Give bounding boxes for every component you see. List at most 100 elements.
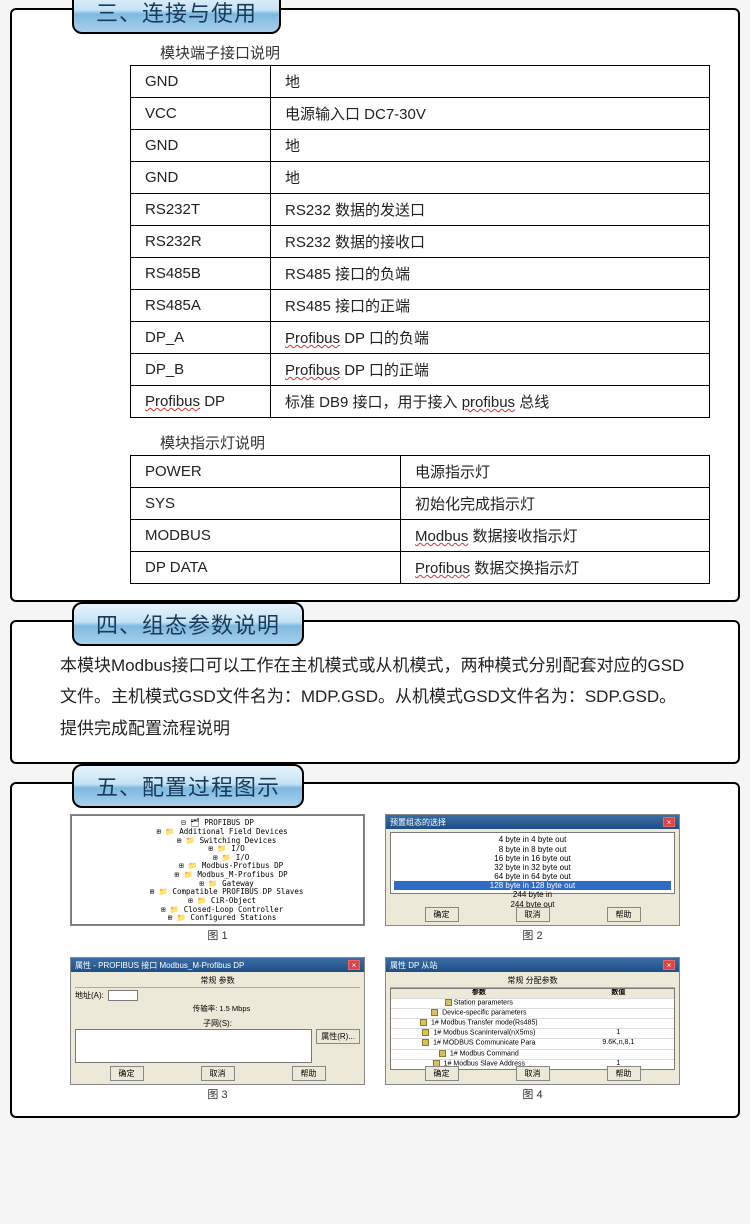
cell-name: DP_A — [131, 322, 271, 354]
table-row: RS232RRS232 数据的接收口 — [131, 226, 710, 258]
table-row: SYS初始化完成指示灯 — [131, 488, 710, 520]
dialog-button[interactable]: 确定 — [110, 1066, 144, 1081]
terminal-interface-table: GND地VCC电源输入口 DC7-30VGND地GND地RS232TRS232 … — [130, 65, 710, 418]
dialog3-tabs[interactable]: 常规 参数 — [75, 975, 360, 988]
param-row[interactable]: Station parameters — [391, 999, 674, 1009]
list-item[interactable]: 128 byte in 128 byte out — [394, 881, 671, 890]
table-row: DP_BProfibus DP 口的正端 — [131, 354, 710, 386]
table-row: VCC电源输入口 DC7-30V — [131, 98, 710, 130]
cell-name: DP DATA — [131, 552, 401, 584]
screenshots-grid: ⊟ 🗂 PROFIBUS DP ⊞ 📁 Additional Field Dev… — [30, 808, 720, 1106]
addr-label: 地址(A): — [75, 990, 104, 1001]
param-row[interactable]: Device-specific parameters — [391, 1009, 674, 1019]
table-row: POWER电源指示灯 — [131, 456, 710, 488]
cell-name: RS485B — [131, 258, 271, 290]
close-icon[interactable]: × — [663, 960, 675, 970]
prop-button[interactable]: 属性(R)... — [316, 1029, 360, 1044]
dialog3-title: 属性 - PROFIBUS 接口 Modbus_M-Profibus DP — [75, 960, 244, 971]
screenshot-3-wrap: 属性 - PROFIBUS 接口 Modbus_M-Profibus DP × … — [70, 957, 365, 1102]
dialog2-buttons: 确定 取消 帮助 — [386, 907, 679, 922]
section-5-header: 五、配置过程图示 — [72, 764, 304, 808]
param-grid[interactable]: 参数 数值 Station parameters Device-specific… — [390, 988, 675, 1070]
indicator-led-table: POWER电源指示灯SYS初始化完成指示灯MODBUSModbus 数据接收指示… — [130, 455, 710, 584]
list-item[interactable]: 32 byte in 32 byte out — [394, 863, 671, 872]
screenshot-1-caption: 图 1 — [70, 927, 365, 943]
table-row: GND地 — [131, 162, 710, 194]
table-row: GND地 — [131, 66, 710, 98]
list-item[interactable]: 64 byte in 64 byte out — [394, 872, 671, 881]
cell-name: VCC — [131, 98, 271, 130]
screenshot-4: 属性 DP 从站 × 常规 分配参数 参数 数值 Station paramet… — [385, 957, 680, 1085]
cell-desc: RS232 数据的接收口 — [271, 226, 710, 258]
cell-desc: 地 — [271, 162, 710, 194]
table-row: GND地 — [131, 130, 710, 162]
section-3-header: 三、连接与使用 — [72, 0, 281, 34]
col1-header: 参数 — [393, 989, 565, 998]
rate-label: 传输率: 1.5 Mbps — [83, 1003, 360, 1014]
close-icon[interactable]: × — [348, 960, 360, 970]
cell-desc: 地 — [271, 66, 710, 98]
table1-caption: 模块端子接口说明 — [160, 42, 720, 63]
cell-desc: RS485 接口的正端 — [271, 290, 710, 322]
cell-name: GND — [131, 66, 271, 98]
cell-name: SYS — [131, 488, 401, 520]
section-5-panel: 五、配置过程图示 ⊟ 🗂 PROFIBUS DP ⊞ 📁 Additional … — [10, 782, 740, 1118]
screenshot-4-caption: 图 4 — [385, 1086, 680, 1102]
screenshot-4-wrap: 属性 DP 从站 × 常规 分配参数 参数 数值 Station paramet… — [385, 957, 680, 1102]
screenshot-2-caption: 图 2 — [385, 927, 680, 943]
cell-desc: Profibus DP 口的负端 — [271, 322, 710, 354]
dialog-button[interactable]: 帮助 — [607, 1066, 641, 1081]
table-row: MODBUSModbus 数据接收指示灯 — [131, 520, 710, 552]
table-row: Profibus DP标准 DB9 接口，用于接入 profibus 总线 — [131, 386, 710, 418]
screenshot-2-wrap: 预置组态的选择 × 4 byte in 4 byte out8 byte in … — [385, 814, 680, 943]
table-row: DP_AProfibus DP 口的负端 — [131, 322, 710, 354]
table-row: RS485ARS485 接口的正端 — [131, 290, 710, 322]
dialog3-buttons: 确定 取消 帮助 — [71, 1066, 364, 1081]
dialog-button[interactable]: 取消 — [516, 907, 550, 922]
screenshot-3-caption: 图 3 — [70, 1086, 365, 1102]
cell-name: RS232R — [131, 226, 271, 258]
section-4-header: 四、组态参数说明 — [72, 602, 304, 646]
subnet-listbox[interactable] — [75, 1029, 312, 1063]
dialog2-titlebar: 预置组态的选择 × — [386, 815, 679, 829]
cell-desc: Profibus 数据交换指示灯 — [401, 552, 710, 584]
screenshot-3: 属性 - PROFIBUS 接口 Modbus_M-Profibus DP × … — [70, 957, 365, 1085]
subnet-label: 子网(S): — [75, 1018, 360, 1029]
addr-input[interactable] — [108, 990, 138, 1001]
dialog-button[interactable]: 帮助 — [292, 1066, 326, 1081]
preset-listbox[interactable]: 4 byte in 4 byte out8 byte in 8 byte out… — [390, 832, 675, 894]
dialog-button[interactable]: 帮助 — [607, 907, 641, 922]
screenshot-1: ⊟ 🗂 PROFIBUS DP ⊞ 📁 Additional Field Dev… — [70, 814, 365, 926]
table2-caption: 模块指示灯说明 — [160, 432, 720, 453]
param-rows: Station parameters Device-specific param… — [391, 999, 674, 1070]
list-item[interactable]: 4 byte in 4 byte out — [394, 835, 671, 844]
dialog4-body: 常规 分配参数 参数 数值 Station parameters Device-… — [386, 972, 679, 1084]
list-item[interactable]: 8 byte in 8 byte out — [394, 845, 671, 854]
param-row[interactable]: 1# MODBUS Communicate Para9.6K,n,8,1 — [391, 1039, 674, 1049]
cell-desc: 地 — [271, 130, 710, 162]
dialog-button[interactable]: 取消 — [201, 1066, 235, 1081]
profibus-tree: ⊟ 🗂 PROFIBUS DP ⊞ 📁 Additional Field Dev… — [76, 819, 359, 923]
list-item[interactable]: 244 byte in — [394, 890, 671, 899]
cell-desc: 标准 DB9 接口，用于接入 profibus 总线 — [271, 386, 710, 418]
cell-desc: 电源指示灯 — [401, 456, 710, 488]
param-row[interactable]: 1# Modbus ScanInterval(nX5ms)1 — [391, 1029, 674, 1039]
list-item[interactable]: 16 byte in 16 byte out — [394, 854, 671, 863]
col2-header: 数值 — [565, 989, 672, 998]
dialog-button[interactable]: 确定 — [425, 1066, 459, 1081]
dialog-button[interactable]: 取消 — [516, 1066, 550, 1081]
param-row[interactable]: 1# Modbus Transfer mode(Rs485) — [391, 1019, 674, 1029]
cell-name: POWER — [131, 456, 401, 488]
param-row[interactable]: 1# Modbus Command — [391, 1050, 674, 1060]
dialog-button[interactable]: 确定 — [425, 907, 459, 922]
cell-name: RS232T — [131, 194, 271, 226]
dialog4-tabs[interactable]: 常规 分配参数 — [390, 975, 675, 988]
dialog2-body: 4 byte in 4 byte out8 byte in 8 byte out… — [386, 829, 679, 925]
cell-name: MODBUS — [131, 520, 401, 552]
cell-desc: RS232 数据的发送口 — [271, 194, 710, 226]
section-3-panel: 三、连接与使用 模块端子接口说明 GND地VCC电源输入口 DC7-30VGND… — [10, 8, 740, 602]
close-icon[interactable]: × — [663, 817, 675, 827]
table-row: DP DATAProfibus 数据交换指示灯 — [131, 552, 710, 584]
dialog4-title: 属性 DP 从站 — [390, 960, 437, 971]
cell-name: GND — [131, 162, 271, 194]
